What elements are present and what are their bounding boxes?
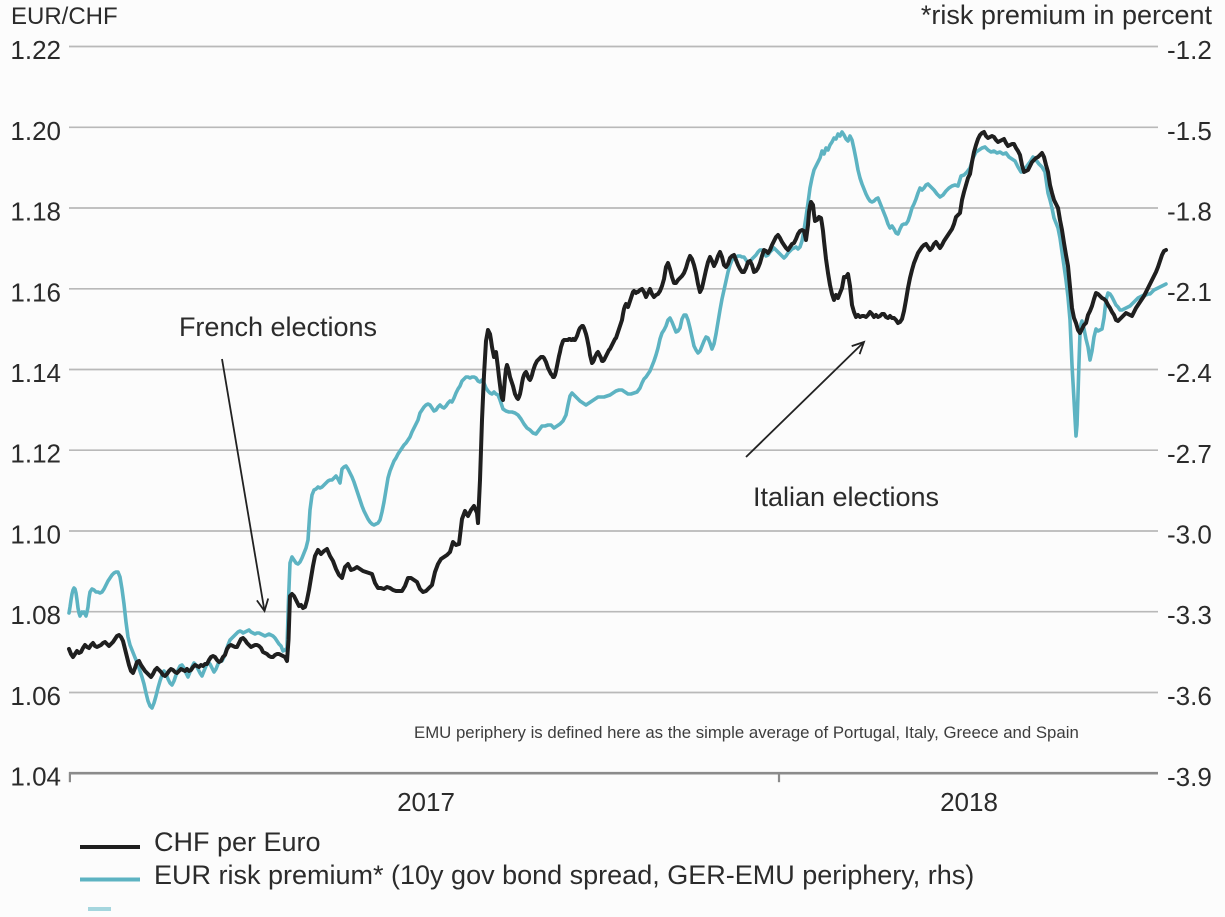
svg-text:1.18: 1.18 bbox=[10, 197, 61, 227]
svg-text:2018: 2018 bbox=[940, 787, 998, 817]
svg-text:1.22: 1.22 bbox=[10, 35, 61, 65]
svg-text:EMU periphery is defined here: EMU periphery is defined here as the sim… bbox=[414, 723, 1079, 742]
svg-text:-3.0: -3.0 bbox=[1167, 520, 1212, 550]
svg-text:1.04: 1.04 bbox=[10, 762, 61, 792]
svg-text:-1.2: -1.2 bbox=[1167, 35, 1212, 65]
svg-text:*risk premium in percent: *risk premium in percent bbox=[921, 0, 1213, 30]
svg-text:-3.9: -3.9 bbox=[1167, 762, 1212, 792]
svg-text:-2.7: -2.7 bbox=[1167, 439, 1212, 469]
svg-text:-3.6: -3.6 bbox=[1167, 681, 1212, 711]
svg-text:Italian elections: Italian elections bbox=[753, 482, 939, 512]
svg-text:1.08: 1.08 bbox=[10, 600, 61, 630]
svg-text:EUR risk premium* (10y gov bon: EUR risk premium* (10y gov bond spread, … bbox=[154, 860, 974, 890]
svg-text:-1.5: -1.5 bbox=[1167, 116, 1212, 146]
svg-text:-2.4: -2.4 bbox=[1167, 358, 1212, 388]
svg-text:-2.1: -2.1 bbox=[1167, 277, 1212, 307]
svg-text:-1.8: -1.8 bbox=[1167, 197, 1212, 227]
svg-text:CHF per Euro: CHF per Euro bbox=[154, 827, 321, 857]
svg-text:2017: 2017 bbox=[397, 787, 455, 817]
svg-text:-3.3: -3.3 bbox=[1167, 600, 1212, 630]
svg-text:1.14: 1.14 bbox=[10, 358, 61, 388]
svg-text:1.20: 1.20 bbox=[10, 116, 61, 146]
svg-text:1.16: 1.16 bbox=[10, 277, 61, 307]
svg-text:1.10: 1.10 bbox=[10, 520, 61, 550]
svg-text:1.06: 1.06 bbox=[10, 681, 61, 711]
svg-text:EUR/CHF: EUR/CHF bbox=[11, 3, 118, 30]
svg-text:French elections: French elections bbox=[179, 312, 377, 342]
svg-text:1.12: 1.12 bbox=[10, 439, 61, 469]
